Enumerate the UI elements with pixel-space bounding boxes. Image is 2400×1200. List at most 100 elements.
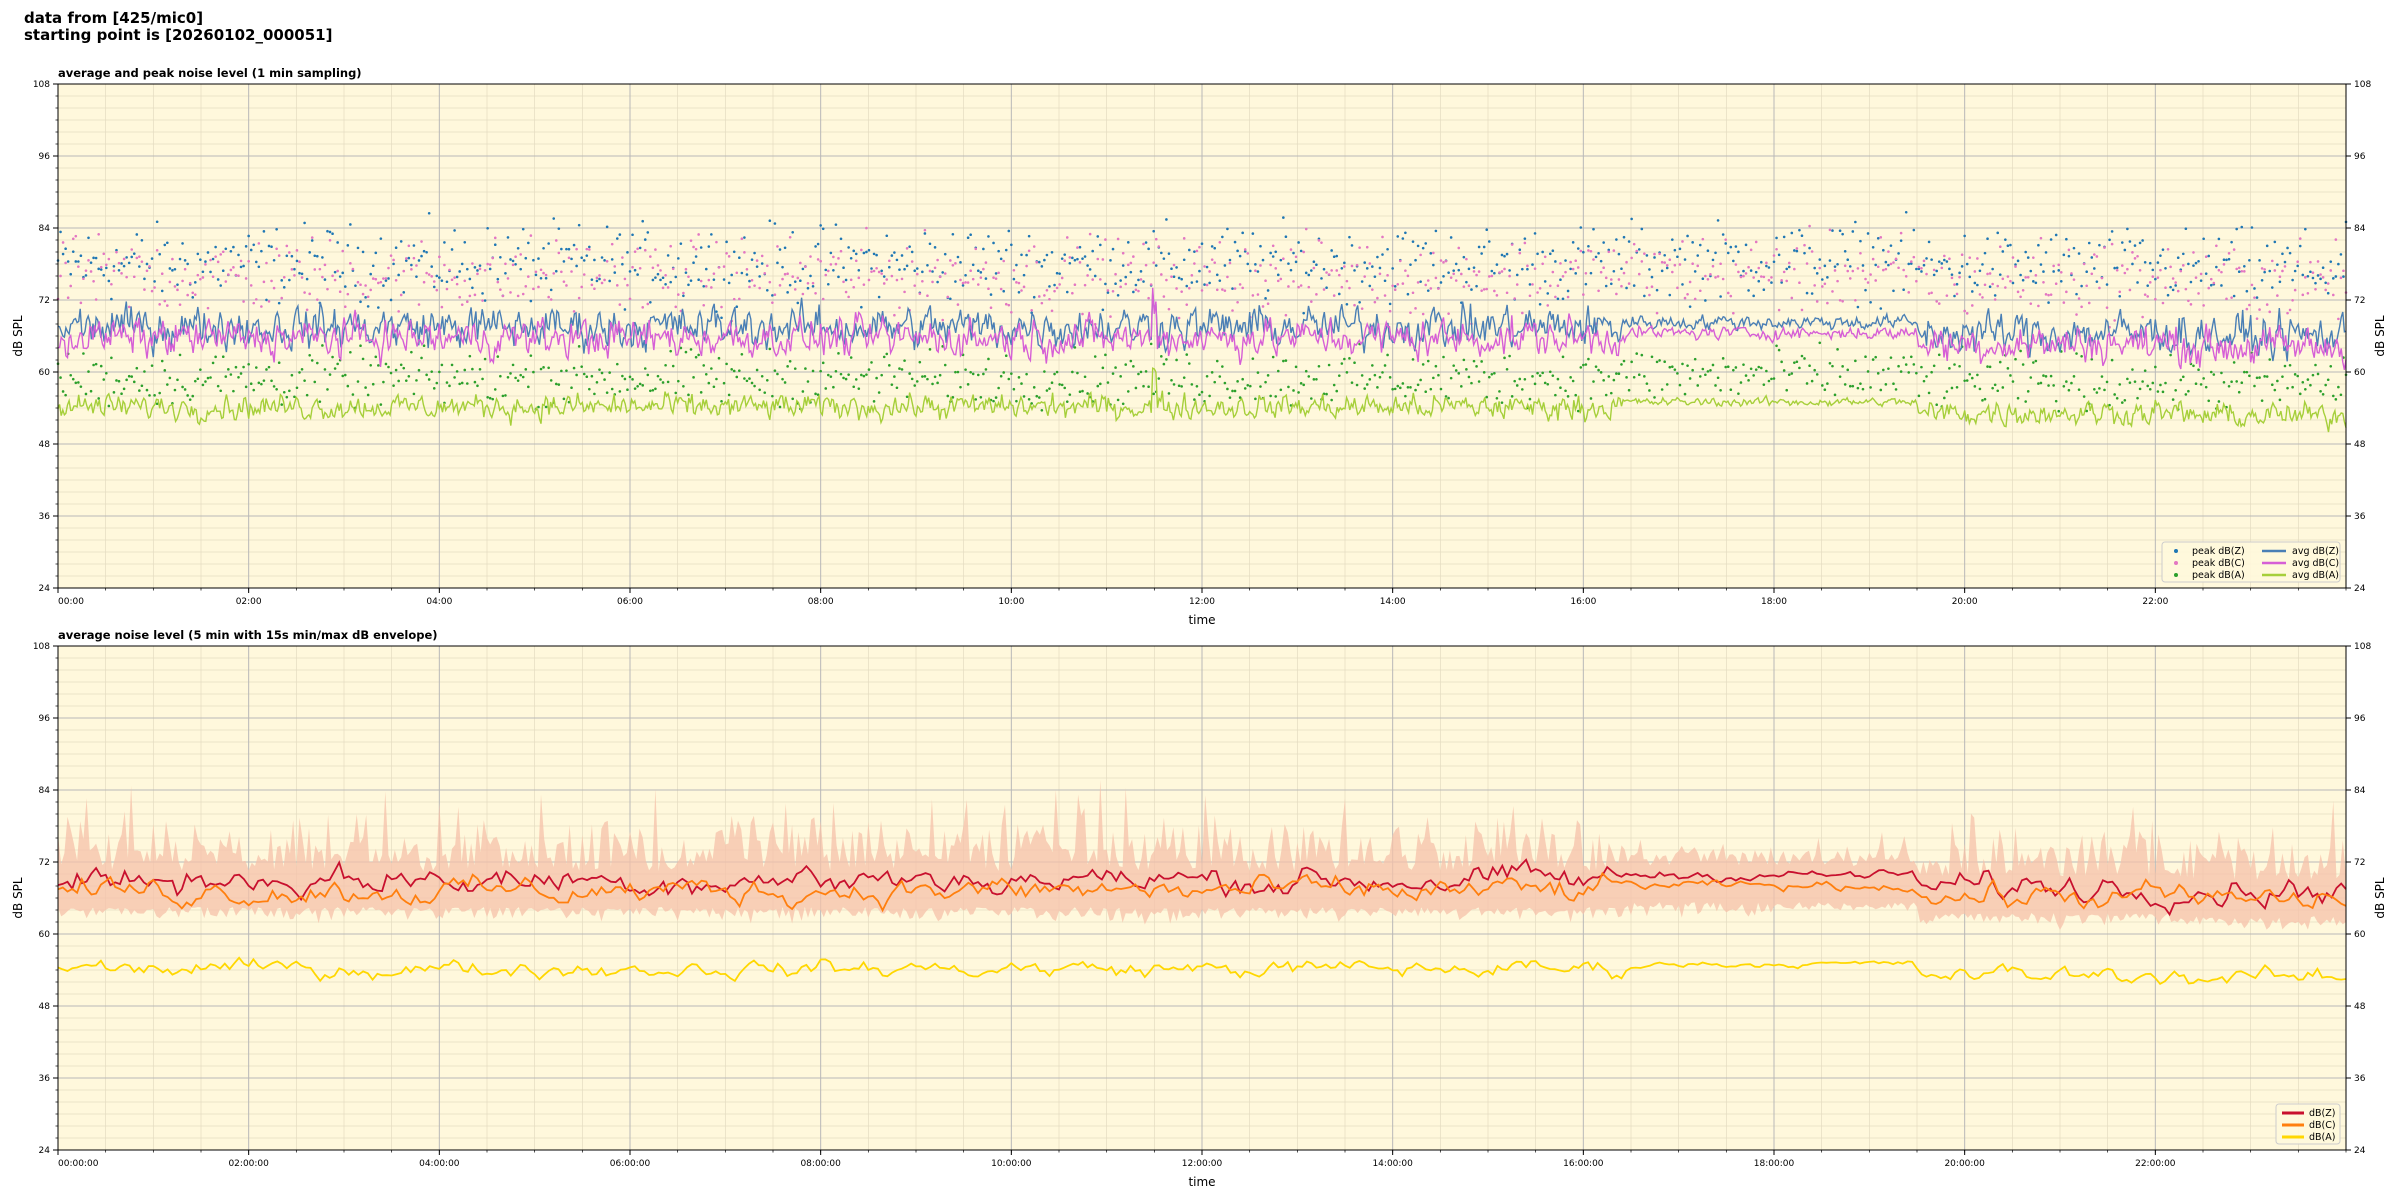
peak-z-point bbox=[1818, 258, 1822, 261]
peak-z-point bbox=[1322, 267, 1326, 271]
peak-z-point bbox=[1726, 251, 1730, 255]
peak-a-point bbox=[1167, 392, 1171, 395]
peak-c-point bbox=[626, 283, 629, 287]
peak-c-point bbox=[2184, 287, 2188, 291]
peak-a-point bbox=[402, 366, 406, 370]
peak-a-point bbox=[1917, 394, 1921, 398]
peak-c-point bbox=[2164, 286, 2167, 290]
peak-a-point bbox=[1927, 391, 1931, 395]
peak-c-point bbox=[1599, 270, 1603, 274]
peak-z-point bbox=[2169, 285, 2172, 289]
peak-z-point bbox=[921, 270, 924, 274]
legend-label: dB(Z) bbox=[2309, 1108, 2335, 1119]
peak-c-point bbox=[1655, 311, 1659, 315]
peak-a-point bbox=[1284, 359, 1288, 362]
peak-c-point bbox=[946, 295, 950, 299]
peak-a-point bbox=[577, 345, 581, 348]
y-tick-label: 72 bbox=[2354, 296, 2365, 306]
peak-c-point bbox=[1780, 279, 1783, 282]
peak-z-point bbox=[577, 223, 581, 227]
peak-c-point bbox=[1813, 284, 1816, 287]
peak-z-point bbox=[1182, 258, 1186, 262]
peak-a-point bbox=[1724, 365, 1727, 369]
peak-c-point bbox=[532, 287, 535, 291]
peak-z-point bbox=[201, 270, 205, 274]
peak-a-point bbox=[2021, 363, 2025, 366]
peak-c-point bbox=[1882, 268, 1885, 272]
peak-a-point bbox=[122, 387, 126, 391]
peak-c-point bbox=[600, 281, 604, 285]
peak-c-point bbox=[875, 266, 878, 270]
peak-a-point bbox=[173, 388, 177, 392]
peak-z-point bbox=[209, 270, 212, 274]
peak-a-point bbox=[1513, 379, 1516, 383]
peak-c-point bbox=[1043, 294, 1046, 297]
peak-z-point bbox=[1838, 229, 1842, 233]
peak-z-point bbox=[1231, 287, 1234, 290]
peak-c-point bbox=[1020, 289, 1023, 292]
peak-c-point bbox=[1063, 259, 1067, 263]
peak-a-point bbox=[1869, 386, 1872, 389]
peak-z-point bbox=[659, 278, 662, 282]
peak-c-point bbox=[832, 255, 835, 259]
peak-a-point bbox=[2011, 380, 2015, 383]
peak-a-point bbox=[791, 397, 795, 401]
peak-c-point bbox=[699, 279, 703, 283]
peak-z-point bbox=[2309, 270, 2312, 274]
peak-c-point bbox=[1223, 289, 1227, 292]
peak-c-point bbox=[867, 278, 871, 282]
peak-c-point bbox=[1386, 274, 1389, 277]
peak-c-point bbox=[1137, 289, 1140, 293]
peak-a-point bbox=[1988, 365, 1992, 369]
peak-z-point bbox=[1716, 219, 1720, 222]
peak-c-point bbox=[666, 286, 670, 289]
peak-a-point bbox=[2136, 396, 2139, 400]
peak-z-point bbox=[598, 277, 601, 281]
peak-c-point bbox=[2248, 303, 2251, 307]
peak-a-point bbox=[1340, 362, 1344, 365]
peak-a-point bbox=[140, 384, 144, 388]
peak-a-point bbox=[900, 368, 904, 371]
peak-z-point bbox=[97, 267, 100, 271]
peak-c-point bbox=[224, 280, 228, 283]
peak-z-point bbox=[511, 259, 515, 263]
peak-a-point bbox=[478, 367, 482, 371]
peak-a-point bbox=[570, 386, 573, 389]
peak-c-point bbox=[1526, 264, 1529, 268]
peak-a-point bbox=[1434, 364, 1438, 368]
peak-a-point bbox=[1765, 369, 1768, 373]
peak-c-point bbox=[2077, 297, 2081, 300]
peak-z-point bbox=[608, 279, 611, 283]
peak-c-point bbox=[1698, 289, 1702, 293]
peak-a-point bbox=[333, 367, 337, 370]
peak-z-point bbox=[2148, 261, 2152, 265]
peak-c-point bbox=[1142, 242, 1145, 246]
peak-c-point bbox=[69, 284, 73, 288]
peak-z-point bbox=[140, 238, 144, 242]
y-tick-label: 96 bbox=[2354, 152, 2366, 162]
peak-a-point bbox=[1645, 382, 1649, 385]
peak-z-point bbox=[488, 267, 492, 271]
peak-a-point bbox=[1429, 387, 1433, 391]
peak-c-point bbox=[898, 306, 901, 309]
peak-c-point bbox=[160, 272, 164, 275]
peak-a-point bbox=[2090, 357, 2094, 361]
peak-z-point bbox=[1470, 288, 1473, 291]
peak-z-point bbox=[900, 254, 904, 257]
y-tick-label: 24 bbox=[2354, 1146, 2366, 1156]
peak-a-point bbox=[1622, 359, 1626, 363]
peak-z-point bbox=[2166, 293, 2170, 297]
peak-c-point bbox=[404, 257, 408, 260]
peak-a-point bbox=[1787, 373, 1791, 376]
x-tick-label: 10:00 bbox=[998, 597, 1024, 607]
peak-a-point bbox=[488, 396, 492, 400]
peak-c-point bbox=[509, 291, 512, 294]
peak-c-point bbox=[1920, 267, 1923, 270]
peak-z-point bbox=[1337, 292, 1341, 296]
peak-a-point bbox=[321, 344, 324, 347]
peak-c-point bbox=[333, 278, 337, 282]
peak-a-point bbox=[303, 379, 306, 383]
peak-c-point bbox=[1304, 227, 1308, 231]
peak-c-point bbox=[631, 265, 634, 269]
peak-z-point bbox=[1266, 289, 1270, 292]
